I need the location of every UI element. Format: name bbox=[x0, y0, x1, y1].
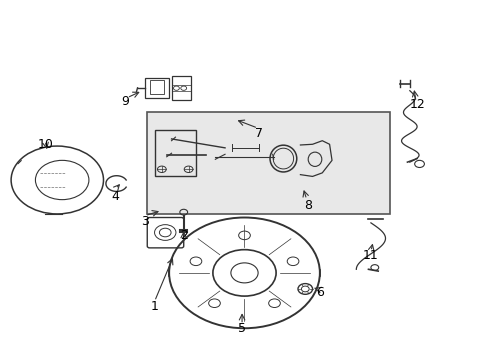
Bar bbox=[154, 130, 196, 176]
FancyArrowPatch shape bbox=[18, 161, 21, 164]
Text: 11: 11 bbox=[362, 248, 378, 261]
Text: 1: 1 bbox=[150, 300, 158, 313]
Text: 5: 5 bbox=[238, 322, 245, 335]
Text: 3: 3 bbox=[141, 215, 148, 228]
Text: 8: 8 bbox=[303, 198, 311, 212]
Bar bbox=[171, 76, 191, 100]
Text: 7: 7 bbox=[255, 127, 263, 140]
Text: 10: 10 bbox=[37, 138, 53, 151]
Bar bbox=[147, 112, 389, 214]
Text: 9: 9 bbox=[121, 95, 129, 108]
Text: 2: 2 bbox=[180, 229, 187, 242]
Bar bbox=[144, 78, 169, 98]
Text: 6: 6 bbox=[315, 286, 323, 299]
Bar bbox=[149, 80, 164, 94]
Text: 4: 4 bbox=[111, 190, 120, 203]
Text: 12: 12 bbox=[408, 99, 424, 112]
